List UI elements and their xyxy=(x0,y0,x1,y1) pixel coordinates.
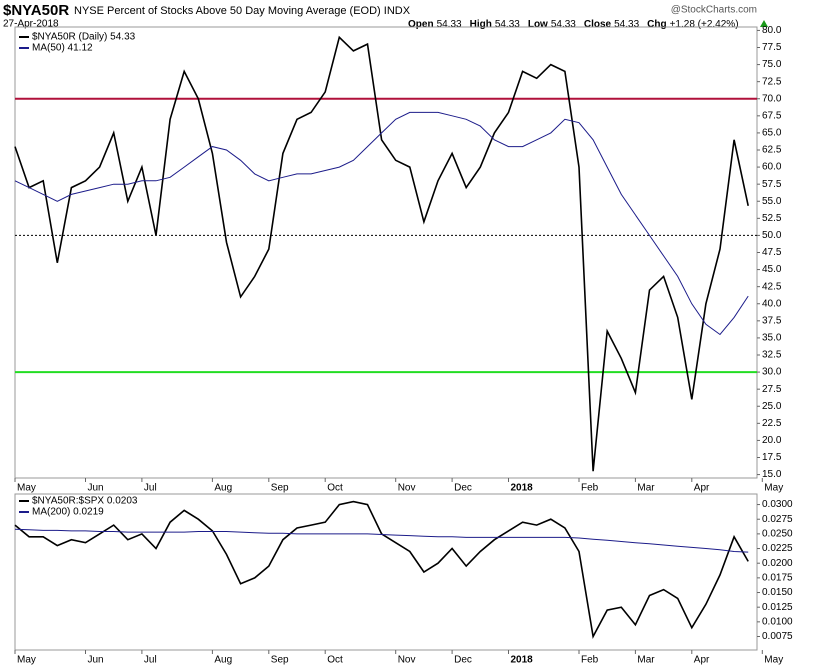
x-tick-label: Aug xyxy=(214,483,232,494)
y-tick-label: 15.0 xyxy=(762,469,782,480)
x-tick-label: May xyxy=(17,483,36,494)
x-tick-label: Oct xyxy=(327,655,343,666)
quote: Open 54.33 High 54.33 Low 54.33 Close 54.33 Chg +… xyxy=(408,19,739,30)
quote-value: 54.33 xyxy=(551,19,576,30)
y-tick-label: 70.0 xyxy=(762,93,782,104)
x-tick-label: Aug xyxy=(214,655,232,666)
y-tick-label: 32.5 xyxy=(762,350,782,361)
quote-value: 54.33 xyxy=(495,19,520,30)
x-tick-label: May xyxy=(17,655,36,666)
quote-label: Close xyxy=(584,19,612,30)
x-tick-label: Apr xyxy=(694,483,710,494)
y-tick-label: 0.0150 xyxy=(762,587,793,598)
watermark: @StockCharts.com xyxy=(671,5,757,16)
plot-frame xyxy=(14,493,758,651)
series-line xyxy=(14,111,749,336)
legend-label: MA(200) 0.0219 xyxy=(32,507,104,518)
y-tick-label: 17.5 xyxy=(762,452,782,463)
plot-frame xyxy=(14,26,758,479)
y-tick-label: 45.0 xyxy=(762,264,782,275)
y-tick-label: 0.0125 xyxy=(762,602,793,613)
chart-title: $NYA50R xyxy=(3,2,69,19)
y-tick-label: 62.5 xyxy=(762,145,782,156)
y-tick-label: 35.0 xyxy=(762,333,782,344)
x-tick-label: 2018 xyxy=(511,483,534,494)
y-tick-label: 0.0300 xyxy=(762,499,793,510)
quote-value: +1.28 (+2.42%) xyxy=(670,19,739,30)
x-tick-label: Dec xyxy=(454,483,472,494)
series-line xyxy=(14,528,749,553)
quote-value: 54.33 xyxy=(437,19,462,30)
y-tick-label: 27.5 xyxy=(762,384,782,395)
x-tick-label: 2018 xyxy=(511,655,534,666)
y-tick-label: 55.0 xyxy=(762,196,782,207)
legend-label: $NYA50R (Daily) 54.33 xyxy=(32,32,136,43)
x-tick-label: Jul xyxy=(144,655,157,666)
y-tick-label: 50.0 xyxy=(762,230,782,241)
x-tick-label: Mar xyxy=(637,655,655,666)
y-tick-label: 42.5 xyxy=(762,281,782,292)
y-tick-label: 30.0 xyxy=(762,367,782,378)
y-tick-label: 37.5 xyxy=(762,315,782,326)
y-tick-label: 25.0 xyxy=(762,401,782,412)
y-tick-label: 20.0 xyxy=(762,435,782,446)
chart-date: 27-Apr-2018 xyxy=(3,19,59,30)
legend-label: MA(50) 41.12 xyxy=(32,43,93,54)
x-tick-label: Nov xyxy=(398,655,416,666)
y-tick-label: 0.0075 xyxy=(762,631,793,642)
x-tick-label: Jun xyxy=(88,483,104,494)
y-tick-label: 0.0200 xyxy=(762,558,793,569)
y-tick-label: 60.0 xyxy=(762,162,782,173)
y-tick-label: 75.0 xyxy=(762,59,782,70)
y-tick-label: 0.0175 xyxy=(762,573,793,584)
quote-value: 54.33 xyxy=(614,19,639,30)
series-line xyxy=(14,35,749,472)
up-arrow xyxy=(760,20,768,27)
series-line xyxy=(14,500,749,639)
y-tick-label: 77.5 xyxy=(762,42,782,53)
x-tick-label: Sep xyxy=(271,483,289,494)
quote-label: High xyxy=(470,19,492,30)
y-tick-label: 80.0 xyxy=(762,25,782,36)
y-tick-label: 0.0225 xyxy=(762,543,793,554)
x-tick-label: Sep xyxy=(271,655,289,666)
x-tick-label: Jun xyxy=(88,655,104,666)
y-tick-label: 0.0275 xyxy=(762,514,793,525)
x-tick-label: Jul xyxy=(144,483,157,494)
legend-label: $NYA50R:$SPX 0.0203 xyxy=(32,496,138,507)
x-tick-label: Dec xyxy=(454,655,472,666)
x-tick-label: Oct xyxy=(327,483,343,494)
x-tick-label: Feb xyxy=(581,655,599,666)
x-tick-label: May xyxy=(764,483,783,494)
y-tick-label: 57.5 xyxy=(762,179,782,190)
y-tick-label: 40.0 xyxy=(762,298,782,309)
x-tick-label: Apr xyxy=(694,655,710,666)
y-tick-label: 22.5 xyxy=(762,418,782,429)
x-tick-label: Feb xyxy=(581,483,599,494)
y-tick-label: 72.5 xyxy=(762,76,782,87)
quote-label: Open xyxy=(408,19,434,30)
y-tick-label: 67.5 xyxy=(762,110,782,121)
y-tick-label: 0.0250 xyxy=(762,529,793,540)
chart-subtitle: NYSE Percent of Stocks Above 50 Day Movi… xyxy=(74,5,411,17)
quote-label: Low xyxy=(528,19,548,30)
quote-label: Chg xyxy=(647,19,666,30)
x-tick-label: Nov xyxy=(398,483,416,494)
y-tick-label: 47.5 xyxy=(762,247,782,258)
x-tick-label: Mar xyxy=(637,483,655,494)
x-tick-label: May xyxy=(764,655,783,666)
y-tick-label: 0.0100 xyxy=(762,616,793,627)
y-tick-label: 65.0 xyxy=(762,128,782,139)
y-tick-label: 52.5 xyxy=(762,213,782,224)
